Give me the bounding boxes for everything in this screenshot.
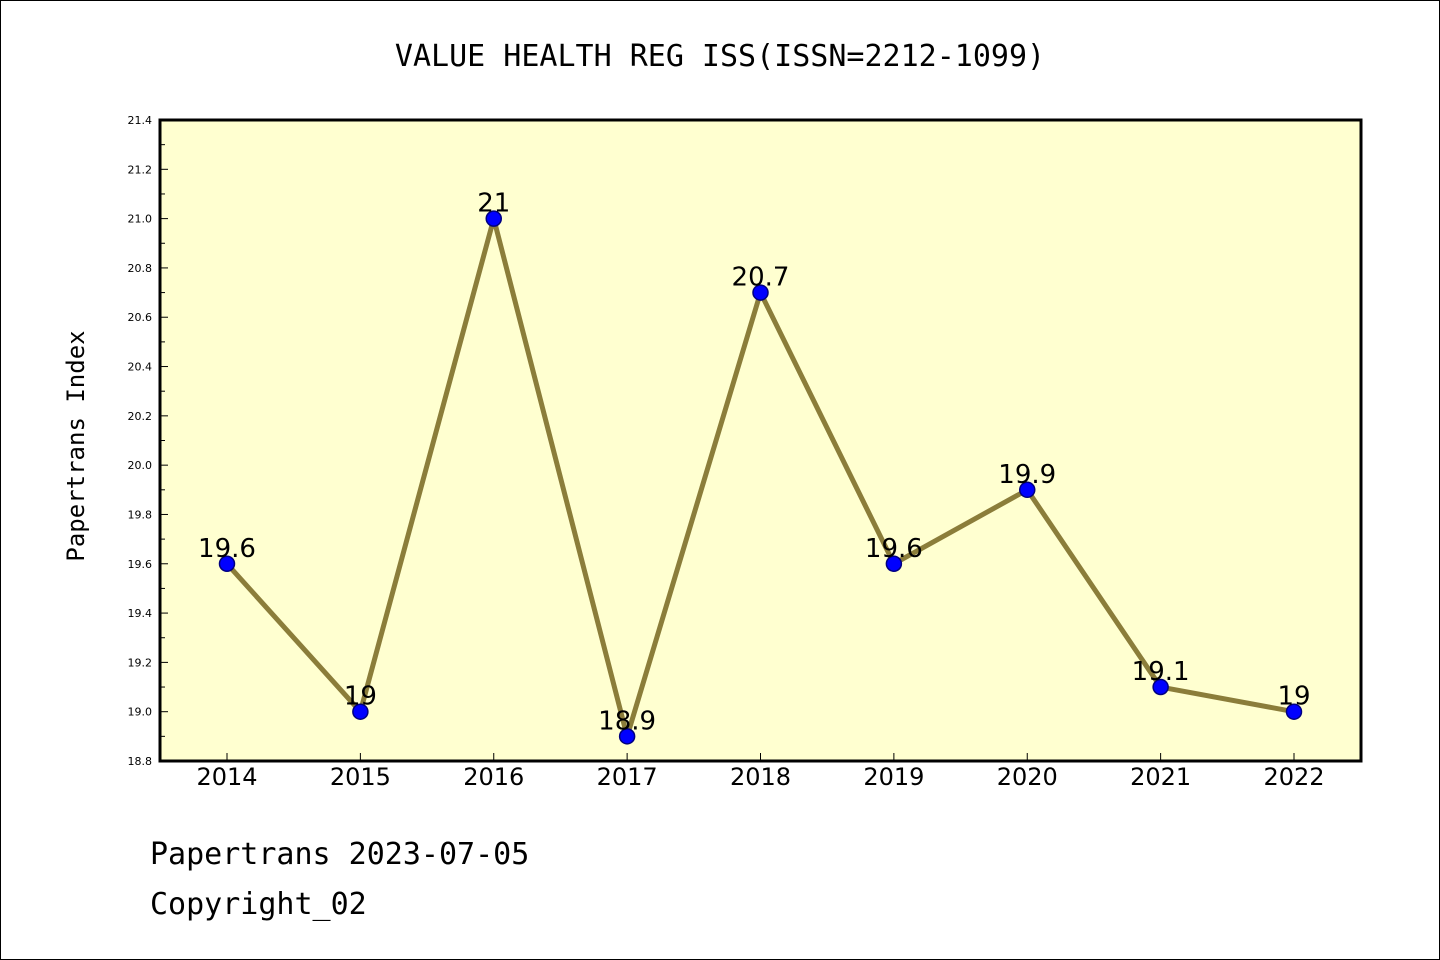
data-label: 21 [477, 189, 510, 219]
y-tick-label: 20.2 [128, 410, 153, 423]
data-label: 20.7 [732, 263, 790, 293]
y-tick-label: 20.0 [128, 459, 153, 472]
y-tick-label: 19.0 [128, 706, 153, 719]
y-tick-label: 21.0 [128, 213, 153, 226]
data-label: 19.6 [865, 534, 923, 564]
chart-title: VALUE HEALTH REG ISS(ISSN=2212-1099) [395, 39, 1045, 74]
x-tick-label: 2022 [1263, 763, 1324, 791]
data-label: 19 [1277, 682, 1310, 712]
data-label: 19.9 [998, 460, 1056, 490]
data-point [485, 210, 502, 227]
data-label: 19 [344, 682, 377, 712]
x-tick-label: 2018 [730, 763, 791, 791]
data-point [352, 703, 369, 720]
y-tick-label: 19.2 [128, 656, 153, 669]
y-tick-label: 21.2 [128, 163, 153, 176]
data-label-group: 19.6 19 21 18.9 20.7 19.6 19.9 19.1 19 [198, 189, 1310, 737]
y-tick-label: 20.8 [128, 262, 153, 275]
x-tick-label: 2021 [1130, 763, 1191, 791]
plot-border [158, 118, 1363, 763]
plot-area [160, 120, 1361, 761]
data-point [1019, 481, 1036, 499]
y-axis-label: Papertrans Index [62, 330, 90, 561]
data-point [1285, 703, 1303, 720]
marker-group [218, 210, 1303, 745]
y-tick-label: 19.6 [128, 558, 153, 571]
x-tick-label: 2017 [597, 763, 658, 791]
y-tick-label: 18.8 [128, 755, 153, 768]
y-axis: 18.8 19.0 19.2 19.4 19.6 19.8 20.0 20.2 20.4 20.6… [128, 114, 168, 768]
x-axis: 2014 2015 2016 2017 2018 2019 2020 2021 2022 [196, 753, 1325, 791]
y-tick-label: 19.8 [128, 508, 153, 521]
data-point [752, 284, 769, 301]
data-label: 19.6 [198, 534, 256, 564]
data-point [218, 555, 236, 573]
footer-copyright: Copyright_02 [150, 887, 367, 922]
y-tick-label: 19.4 [128, 607, 153, 620]
data-label: 18.9 [598, 706, 656, 736]
data-point [618, 728, 636, 745]
y-tick-label: 20.4 [128, 361, 153, 374]
y-tick-label: 21.4 [128, 114, 153, 127]
x-tick-label: 2015 [330, 763, 391, 791]
data-label: 19.1 [1132, 657, 1190, 687]
x-tick-label: 2020 [997, 763, 1058, 791]
data-point [885, 555, 903, 573]
y-tick-label: 20.6 [128, 311, 153, 324]
data-point [1152, 678, 1169, 696]
footer-date: Papertrans 2023-07-05 [150, 837, 529, 872]
x-tick-label: 2016 [463, 763, 524, 791]
x-tick-label: 2019 [863, 763, 924, 791]
x-tick-label: 2014 [196, 763, 257, 791]
